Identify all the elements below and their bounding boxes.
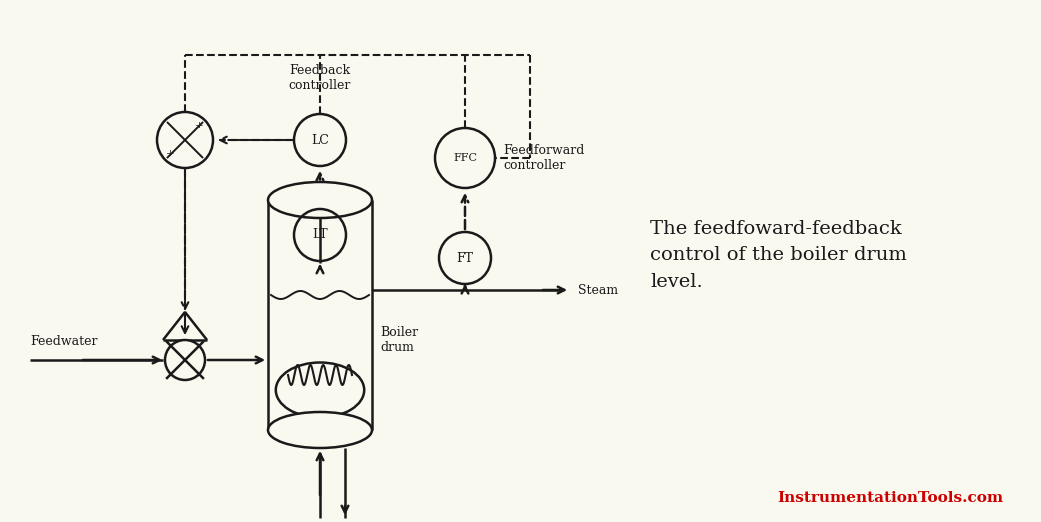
Text: InstrumentationTools.com: InstrumentationTools.com (777, 491, 1004, 505)
Text: FT: FT (457, 252, 474, 265)
Text: Feedback
controller: Feedback controller (288, 64, 351, 92)
Text: +: + (167, 149, 175, 159)
Text: Boiler
drum: Boiler drum (380, 326, 418, 354)
Circle shape (166, 340, 205, 380)
Ellipse shape (268, 182, 372, 218)
Text: Steam: Steam (578, 283, 618, 296)
Text: Feedforward
controller: Feedforward controller (503, 144, 584, 172)
Circle shape (157, 112, 213, 168)
Ellipse shape (268, 412, 372, 448)
Text: Feedwater: Feedwater (30, 335, 98, 348)
Text: LT: LT (312, 229, 328, 242)
Text: +: + (195, 121, 203, 130)
Text: FFC: FFC (453, 153, 477, 163)
Text: LC: LC (311, 134, 329, 147)
Text: The feedfoward-feedback
control of the boiler drum
level.: The feedfoward-feedback control of the b… (650, 220, 907, 291)
